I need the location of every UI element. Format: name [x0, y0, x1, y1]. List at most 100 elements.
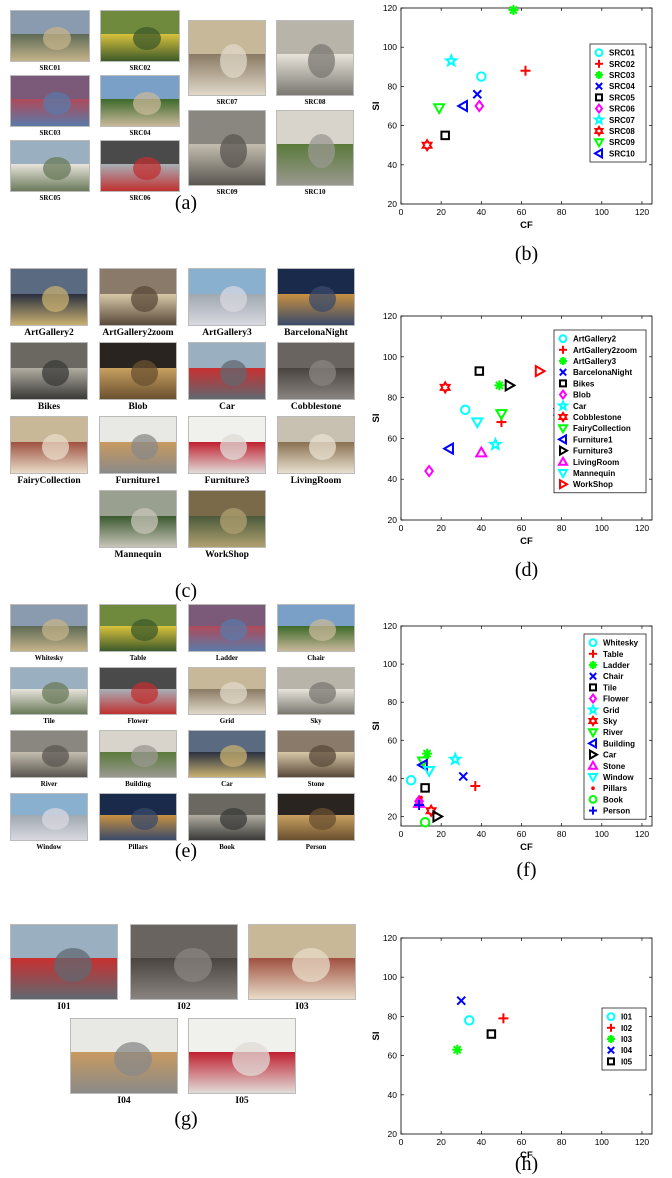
thumbnail-grid: Grid [188, 667, 266, 729]
thumbnail-window: Window [10, 793, 88, 855]
thumbnail-caption: Chair [307, 654, 325, 662]
x-tick-label: 100 [595, 1137, 609, 1147]
thumbnail-caption: I02 [177, 1002, 191, 1012]
y-tick-label: 120 [383, 933, 397, 943]
legend-label: LivingRoom [573, 458, 619, 467]
x-tick-label: 80 [557, 207, 567, 217]
thumbnail-src05: SRC05 [10, 140, 90, 206]
panel-a-label: (a) [174, 192, 198, 214]
thumbnail-caption: Flower [127, 717, 149, 725]
thumbnail-image [100, 10, 180, 62]
data-point-i05 [486, 1029, 497, 1039]
thumbnail-caption: I01 [57, 1002, 71, 1012]
thumbnail-workshop: WorkShop [188, 490, 266, 562]
thumbnail-image [10, 604, 88, 652]
legend-label: Book [603, 795, 624, 804]
legend-marker-tile [589, 683, 597, 692]
legend-label: I02 [621, 1024, 633, 1033]
legend-label: Cobblestone [573, 413, 622, 422]
x-tick-label: 120 [635, 1137, 649, 1147]
legend-marker-i02 [607, 1023, 615, 1032]
thumbnail-image [277, 793, 355, 841]
data-point-src01 [476, 71, 487, 82]
thumbnail-src01: SRC01 [10, 10, 90, 76]
thumbnail-caption: I05 [235, 1096, 249, 1106]
data-point-artgallery3 [494, 380, 505, 391]
x-tick-label: 40 [477, 207, 487, 217]
legend-marker-i01 [606, 1012, 616, 1021]
thumbnail-furniture3: Furniture3 [188, 416, 266, 488]
thumbnail-pillars: Pillars [99, 793, 177, 855]
x-tick-label: 40 [477, 523, 487, 533]
thumbnail-image [276, 110, 354, 186]
data-point-car [487, 436, 504, 452]
legend-marker-mannequin [557, 469, 569, 480]
data-point-car [432, 809, 445, 824]
legend-label: Tile [603, 683, 617, 692]
panel-c-label: (c) [174, 580, 198, 602]
y-tick-label: 80 [388, 697, 398, 707]
thumbnail-caption: LivingRoom [290, 476, 342, 486]
thumbnail-caption: Car [219, 402, 235, 412]
thumbnail-caption: ArtGallery2 [24, 328, 74, 338]
y-tick-label: 120 [383, 3, 397, 13]
x-tick-label: 0 [399, 523, 404, 533]
thumbnail-fairycollection: FairyCollection [10, 416, 88, 488]
thumbnail-artgallery3: ArtGallery3 [188, 268, 266, 340]
thumbnail-caption: Window [36, 843, 62, 851]
legend-marker-artgallery2zoom [559, 345, 567, 354]
thumbnail-image [188, 490, 266, 548]
legend-marker-src07 [592, 112, 606, 126]
thumbnail-caption: Car [221, 780, 233, 788]
x-tick-label: 60 [517, 829, 527, 839]
legend-label: Whitesky [603, 639, 639, 648]
legend-label: Table [603, 650, 624, 659]
thumbnail-ladder: Ladder [188, 604, 266, 666]
thumbnail-image [277, 604, 355, 652]
data-point-src05 [440, 130, 450, 141]
legend-marker-i05 [607, 1057, 615, 1066]
data-point-src07 [443, 52, 459, 68]
data-point-furniture3 [504, 378, 517, 393]
x-tick-label: 80 [557, 523, 567, 533]
legend-label: SRC02 [609, 60, 635, 69]
thumbnail-cobblestone: Cobblestone [277, 342, 355, 414]
thumbnail-image [188, 110, 266, 186]
legend-marker-river [587, 728, 599, 739]
y-tick-label: 20 [388, 1129, 398, 1139]
thumbnail-flower: Flower [99, 667, 177, 729]
data-point-livingroom [474, 445, 489, 458]
legend-marker-livingroom [557, 455, 569, 466]
thumbnail-caption: Book [219, 843, 235, 851]
thumbnail-image [100, 75, 180, 127]
x-tick-label: 120 [635, 523, 649, 533]
data-point-i01 [464, 1015, 475, 1026]
thumbnail-image [248, 924, 356, 1000]
legend-marker-window [587, 773, 599, 784]
thumbnail-image [10, 667, 88, 715]
thumbnail-caption: Furniture3 [204, 476, 250, 486]
thumbnail-image [277, 667, 355, 715]
legend-marker-artgallery3 [559, 357, 567, 365]
thumbnail-caption: Blob [128, 402, 148, 412]
thumbnail-mannequin: Mannequin [99, 490, 177, 562]
y-tick-label: 20 [388, 199, 398, 209]
panel-e-label: (e) [174, 840, 198, 862]
legend-label: Stone [603, 762, 626, 771]
thumbnail-blob: Blob [99, 342, 177, 414]
y-tick-label: 80 [388, 393, 398, 403]
thumbnail-chair: Chair [277, 604, 355, 666]
data-point-table [470, 781, 481, 791]
thumbnail-i02: I02 [130, 924, 238, 1014]
thumbnail-caption: SRC08 [304, 98, 326, 106]
legend-marker-i04 [607, 1046, 615, 1055]
legend-marker-furniture3 [559, 444, 570, 457]
thumbnail-caption: SRC02 [129, 64, 151, 72]
y-tick-label: 100 [383, 42, 397, 52]
y-tick-label: 100 [383, 352, 397, 362]
y-tick-label: 60 [388, 1051, 398, 1061]
data-point-chair [458, 771, 468, 782]
legend-label: SRC08 [609, 127, 635, 136]
data-point-src08 [421, 138, 434, 153]
legend-label: Grid [603, 706, 620, 715]
